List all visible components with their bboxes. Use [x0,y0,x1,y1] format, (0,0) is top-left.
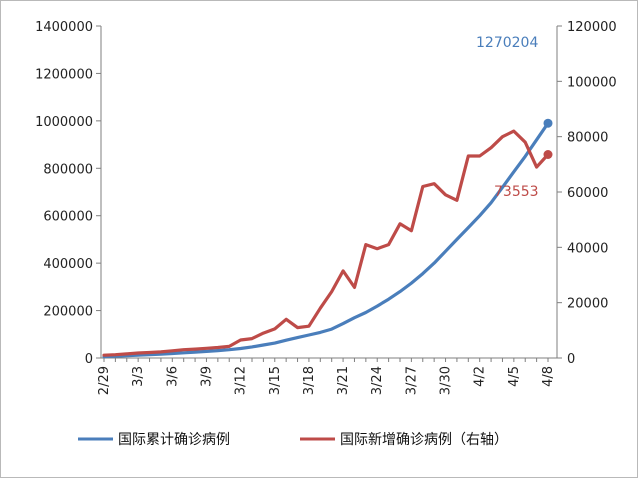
annotations: 1270204 73553 [476,35,539,200]
y2-tick-label: 120000 [567,20,617,35]
end-marker-cumulative [543,118,553,128]
x-tick-label: 2/29 [97,366,112,395]
x-axis-ticks: 2/29 3/3 3/6 3/9 3/12 3/15 3/18 3/21 3/24 3/27 3/3… [97,358,556,395]
x-tick-label: 4/8 [541,366,556,387]
y-tick-label: 600000 [43,210,93,225]
y-tick-label: 1000000 [35,115,93,130]
y2-tick-label: 80000 [567,131,608,146]
series-line-new [102,129,550,357]
y-tick-label: 200000 [43,305,93,320]
y-tick-label: 800000 [43,162,93,177]
y2-tick-label: 20000 [567,297,608,312]
y2-tick-label: 100000 [567,75,617,90]
y-tick-label: 400000 [43,257,93,272]
x-tick-label: 3/27 [404,366,419,395]
x-tick-label: 3/9 [199,366,214,387]
y-axis-ticks: 0 200000 400000 600000 800000 1000000 1200000 1… [35,20,101,367]
x-tick-label: 4/5 [507,366,522,387]
y-tick-label: 1200000 [35,67,93,82]
x-tick-label: 4/2 [473,366,488,387]
legend: 国际累计确诊病例 国际新增确诊病例（右轴） [78,432,508,448]
end-marker-new [543,150,553,160]
x-tick-label: 3/15 [268,366,283,395]
x-tick-label: 3/21 [336,366,351,395]
series-group [102,118,553,359]
annotation-cumulative-value: 1270204 [476,35,538,51]
x-tick-label: 3/3 [131,366,146,387]
legend-label-cumulative: 国际累计确诊病例 [118,432,230,448]
legend-label-new: 国际新增确诊病例（右轴） [340,432,508,448]
x-tick-label: 3/24 [370,366,385,395]
annotation-new-value: 73553 [494,184,539,200]
x-tick-label: 3/12 [234,366,249,395]
y-tick-label: 1400000 [35,20,93,35]
x-tick-label: 3/18 [302,366,317,395]
y2-tick-label: 0 [567,352,575,367]
x-tick-label: 3/6 [165,366,180,387]
x-tick-label: 3/30 [439,366,454,395]
y2-axis-ticks: 0 20000 40000 60000 80000 100000 120000 [557,20,617,367]
axes [100,26,558,359]
series-line-cumulative [102,121,550,359]
y2-tick-label: 40000 [567,241,608,256]
y2-tick-label: 60000 [567,186,608,201]
y-tick-label: 0 [85,352,93,367]
